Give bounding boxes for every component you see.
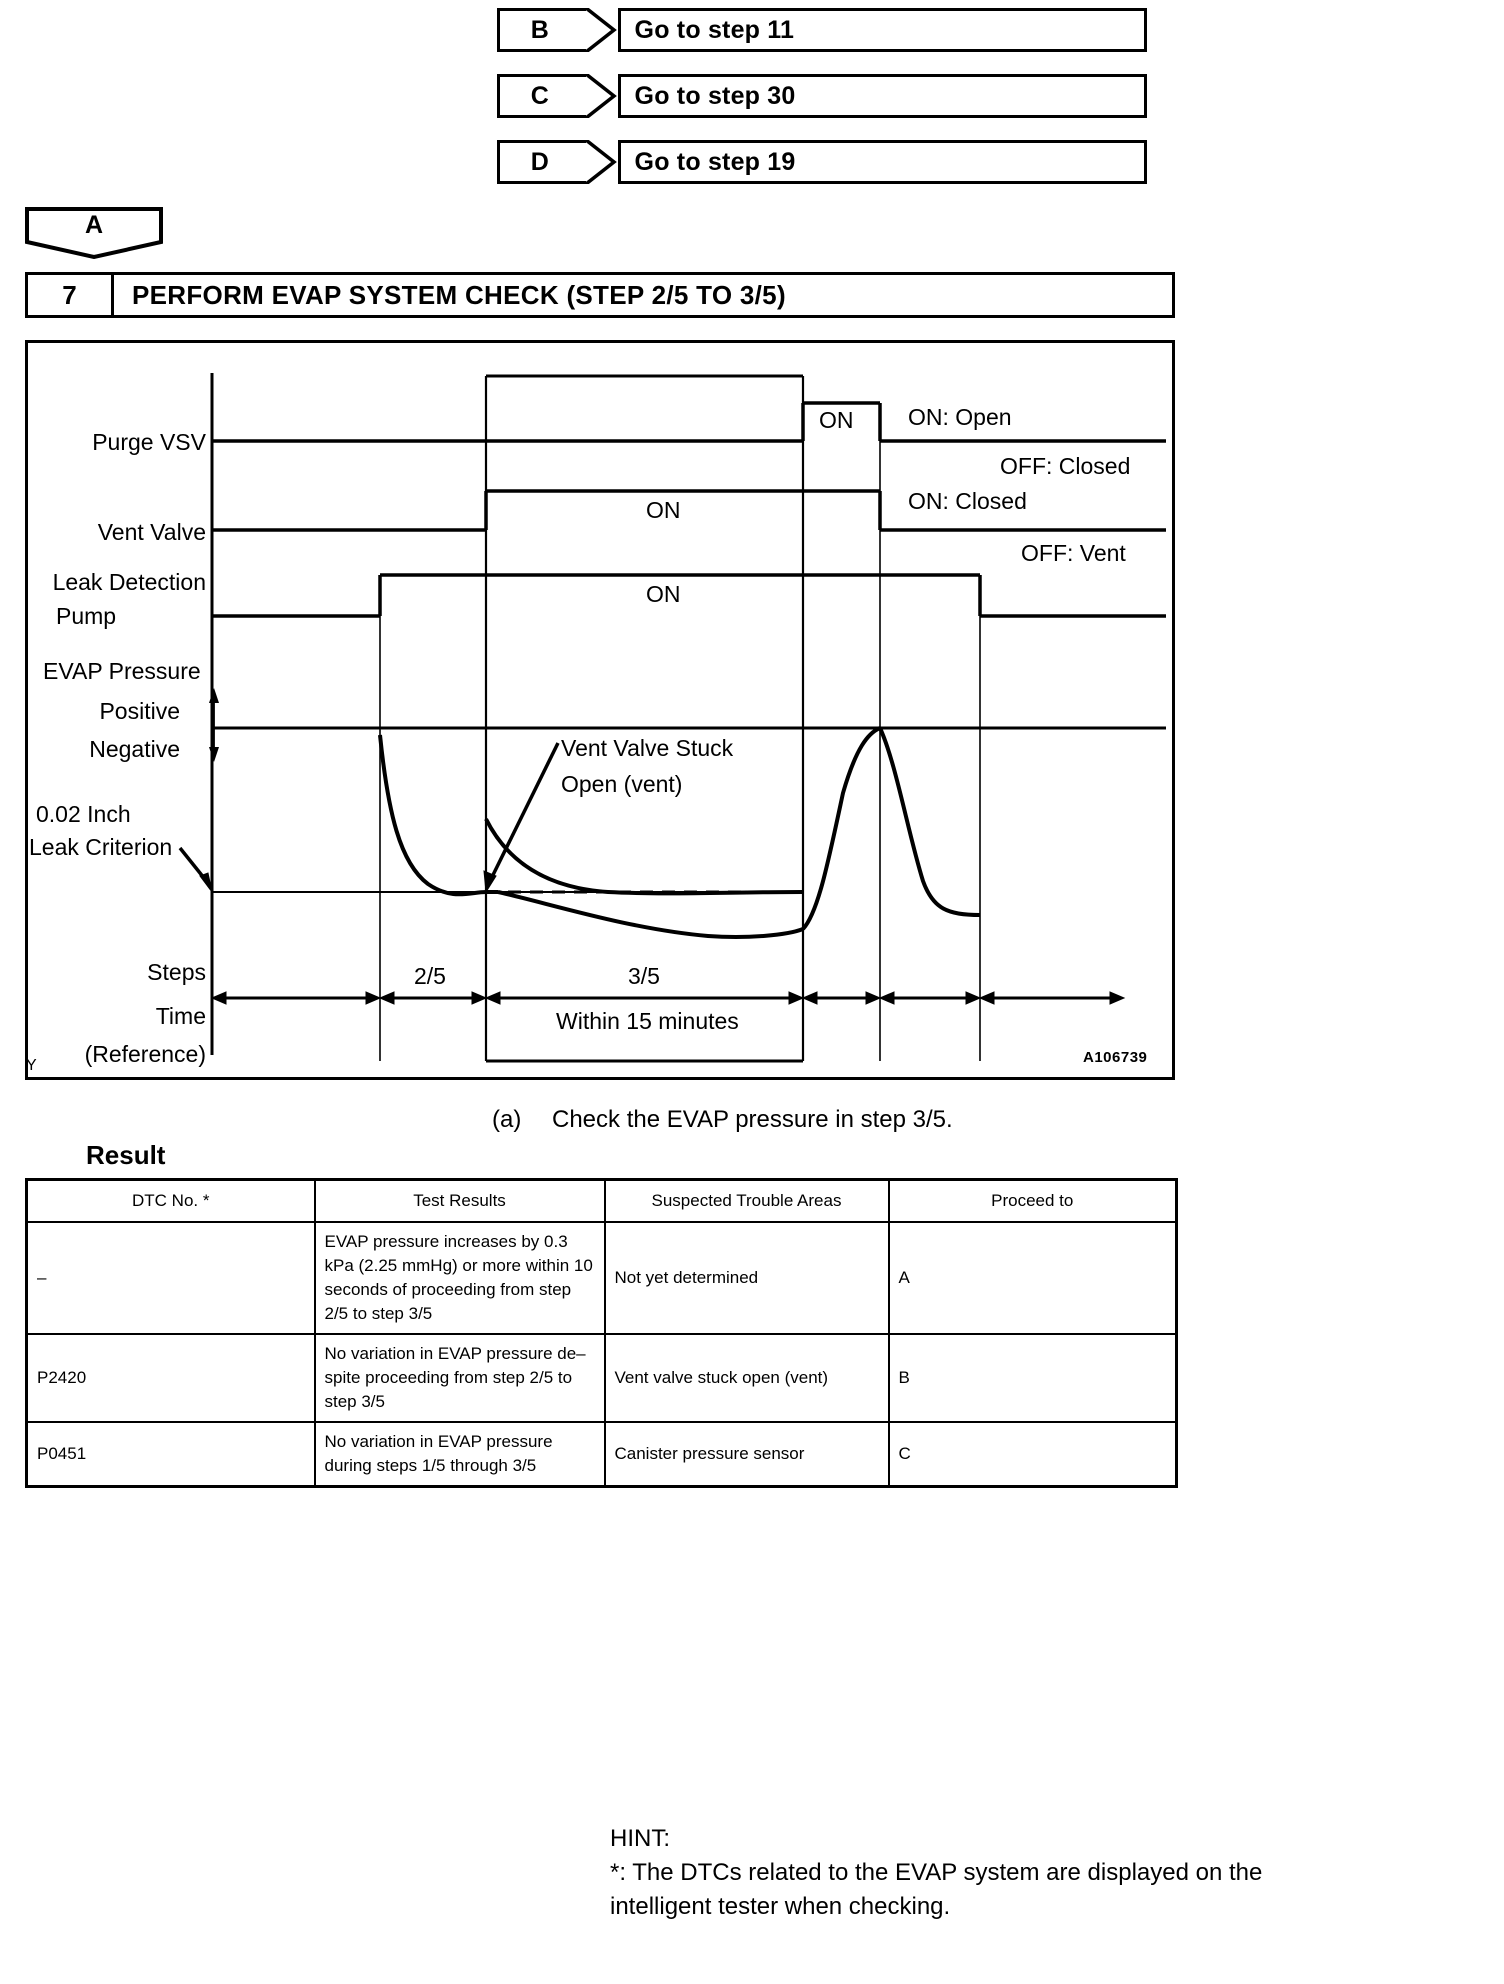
branch-tag-label: D: [530, 147, 549, 176]
timing-chart-figure: Purge VSV Vent Valve Leak Detection Pump…: [25, 340, 1175, 1080]
branch-tag-c: C: [497, 74, 586, 118]
table-header-dtc-no: DTC No. *: [25, 1178, 316, 1223]
table-header-test-results: Test Results: [313, 1178, 606, 1223]
annotation-vent-valve-stuck-line2: Open (vent): [561, 771, 683, 797]
branch-row-c: C Go to step 30: [497, 74, 1147, 118]
table-row: – EVAP pressure increases by 0.3 kPa (2.…: [25, 1221, 1178, 1335]
chart-label-evap-pressure: EVAP Pressure: [43, 658, 201, 684]
annotation-vent-valve-stuck-line1: Vent Valve Stuck: [561, 735, 734, 761]
vent-valve-stuck-pointer: [483, 742, 560, 894]
branch-box-d: Go to step 19: [617, 140, 1147, 184]
branch-box-c: Go to step 30: [617, 74, 1147, 118]
legend-on-closed: ON: Closed: [908, 488, 1027, 514]
cell-test-results: No variation in EVAP pressure during ste…: [313, 1421, 606, 1488]
chart-label-reference: (Reference): [84, 1041, 206, 1067]
leak-criterion-pointer: [178, 846, 213, 893]
axis-label-step-3-5: 3/5: [628, 963, 660, 989]
chart-label-leak-criterion: Leak Criterion: [29, 834, 173, 860]
positive-negative-arrows: [209, 688, 219, 762]
figure-corner-mark: Y: [26, 1057, 37, 1074]
cell-suspected-trouble-areas: Vent valve stuck open (vent): [603, 1333, 890, 1423]
branch-box-label: Go to step 11: [634, 15, 795, 44]
chart-label-vent-valve: Vent Valve: [97, 519, 206, 545]
branch-tag-label: C: [530, 81, 549, 110]
branch-box-label: Go to step 19: [634, 147, 796, 176]
chart-label-pump: Pump: [56, 603, 117, 629]
chart-label-purge-vsv: Purge VSV: [92, 429, 206, 455]
chart-label-leak-criterion-value: 0.02 Inch: [36, 801, 131, 827]
state-label-purge-vsv-on: ON: [819, 407, 854, 433]
legend-off-vent: OFF: Vent: [1021, 540, 1126, 566]
branch-tag-b: B: [497, 8, 586, 52]
legend-off-closed: OFF: Closed: [1000, 453, 1131, 479]
caption-marker: (a): [492, 1106, 522, 1133]
cell-suspected-trouble-areas: Not yet determined: [603, 1221, 890, 1335]
within-15-minutes-bracket: [484, 374, 805, 1063]
timing-chart-graphic: [178, 373, 1166, 1063]
chart-label-negative: Negative: [89, 736, 180, 762]
table-row: P2420 No variation in EVAP pressure de–s…: [25, 1333, 1178, 1423]
chart-label-steps: Steps: [147, 959, 206, 985]
chart-label-leak-detection: Leak Detection: [52, 569, 206, 595]
branch-row-d: D Go to step 19: [497, 140, 1147, 184]
table-header-row: DTC No. * Test Results Suspected Trouble…: [25, 1178, 1178, 1223]
connector-a-label: A: [84, 211, 104, 239]
table-header-suspected-trouble-areas: Suspected Trouble Areas: [603, 1178, 890, 1223]
branch-row-b: B Go to step 11: [497, 8, 1147, 52]
state-label-vent-valve-on: ON: [646, 497, 681, 523]
cell-proceed-to: A: [887, 1221, 1178, 1335]
state-label-leak-pump-on: ON: [646, 581, 681, 607]
hint-line-1: *: The DTCs related to the EVAP system a…: [610, 1859, 1263, 1886]
time-axis-arrows: [210, 991, 1126, 1005]
figure-code: A106739: [1083, 1049, 1148, 1066]
hint-block: HINT: *: The DTCs related to the EVAP sy…: [610, 1822, 1262, 1924]
result-table: DTC No. * Test Results Suspected Trouble…: [25, 1178, 1178, 1488]
cell-test-results: EVAP pressure increases by 0.3 kPa (2.25…: [313, 1221, 606, 1335]
cell-dtc-no: P2420: [25, 1333, 316, 1423]
result-heading: Result: [86, 1140, 166, 1170]
cell-dtc-no: P0451: [25, 1421, 316, 1488]
legend-on-open: ON: Open: [908, 404, 1012, 430]
branch-tag-label: B: [530, 15, 549, 44]
branch-tag-d: D: [497, 140, 586, 184]
branch-arrow-icon-d: [585, 140, 618, 184]
table-header-proceed-to: Proceed to: [887, 1178, 1178, 1223]
cell-suspected-trouble-areas: Canister pressure sensor: [603, 1421, 890, 1488]
step-title: PERFORM EVAP SYSTEM CHECK (STEP 2/5 TO 3…: [132, 279, 786, 310]
cell-proceed-to: C: [887, 1421, 1178, 1488]
cell-proceed-to: B: [887, 1333, 1178, 1423]
cell-test-results: No variation in EVAP pressure de–spite p…: [313, 1333, 606, 1423]
table-row: P0451 No variation in EVAP pressure duri…: [25, 1421, 1178, 1488]
branch-box-label: Go to step 30: [634, 81, 796, 110]
cell-dtc-no: –: [25, 1221, 316, 1335]
branch-arrow-icon-b: [585, 8, 618, 52]
connector-a: A: [25, 207, 163, 259]
branch-box-b: Go to step 11: [617, 8, 1147, 52]
step-number: 7: [28, 275, 114, 315]
chart-label-positive: Positive: [99, 698, 180, 724]
hint-title: HINT:: [610, 1825, 670, 1852]
axis-label-step-2-5: 2/5: [414, 963, 446, 989]
branch-arrow-icon-c: [585, 74, 618, 118]
chart-label-time: Time: [155, 1003, 206, 1029]
axis-label-within-15-minutes: Within 15 minutes: [556, 1008, 739, 1034]
step-header: 7 PERFORM EVAP SYSTEM CHECK (STEP 2/5 TO…: [25, 272, 1175, 318]
caption-text: Check the EVAP pressure in step 3/5.: [552, 1106, 953, 1133]
hint-line-2: intelligent tester when checking.: [610, 1893, 951, 1920]
